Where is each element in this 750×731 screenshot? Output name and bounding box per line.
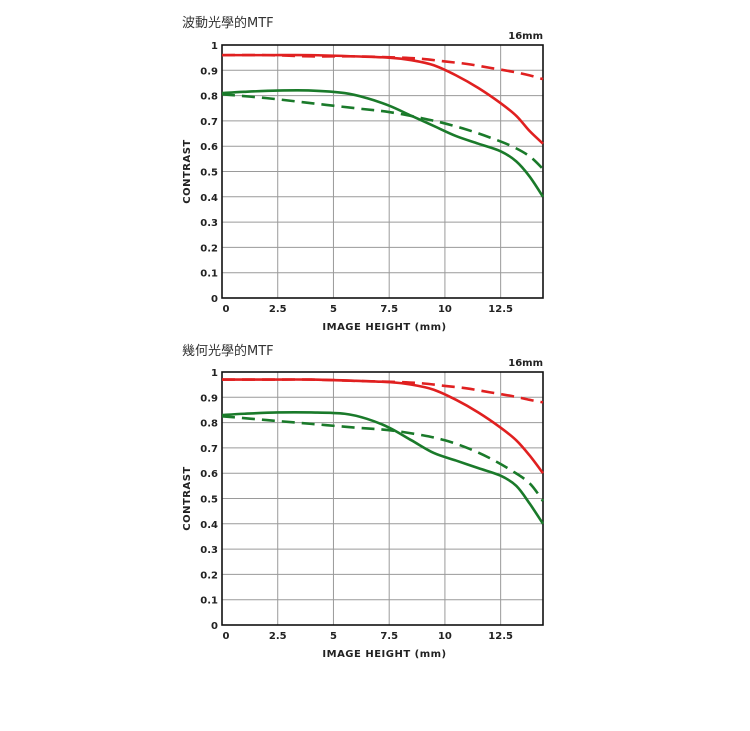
y-tick-label: 0.4 bbox=[200, 193, 218, 204]
x-tick-label: 7.5 bbox=[380, 631, 398, 642]
y-tick-label: 1 bbox=[211, 368, 218, 379]
x-tick-label: 10 bbox=[438, 631, 452, 642]
series-line-dashed bbox=[221, 378, 544, 404]
x-tick-label: 2.5 bbox=[269, 631, 287, 642]
y-axis-title: CONTRAST bbox=[182, 139, 193, 204]
x-tick-label: 2.5 bbox=[269, 304, 287, 315]
plot-frame bbox=[221, 371, 544, 626]
x-tick-label: 7.5 bbox=[380, 304, 398, 315]
y-tick-label: 0.2 bbox=[200, 570, 218, 581]
series-line-solid bbox=[221, 411, 545, 525]
y-tick-label: 0.9 bbox=[200, 393, 218, 404]
y-tick-label: 1 bbox=[211, 41, 218, 52]
mtf-chart-geometric-optics: 幾何光學的MTF 0 0.1 0.2 0.3 0.4 0.5 0.6 0.7 0.8 0.9 1 0 2… bbox=[0, 330, 750, 670]
y-tick-label: 0.3 bbox=[200, 545, 218, 556]
chart-title: 幾何光學的MTF bbox=[182, 344, 274, 359]
x-tick-label: 0 bbox=[223, 631, 230, 642]
y-tick-label: 0.2 bbox=[200, 243, 218, 254]
x-tick-label: 12.5 bbox=[488, 631, 513, 642]
y-tick-label: 0.5 bbox=[200, 168, 218, 179]
mtf-chart-wave-optics: 波動光學的MTF 0 0.1 0.2 0.3 0.4 0.5 0.6 0.7 0.8 0.9 1 0 2… bbox=[0, 0, 750, 340]
y-tick-label: 0 bbox=[211, 294, 218, 305]
y-tick-label: 0.7 bbox=[200, 444, 218, 455]
x-tick-label: 12.5 bbox=[488, 304, 513, 315]
x-axis-title: IMAGE HEIGHT (mm) bbox=[322, 322, 446, 333]
y-tick-label: 0.9 bbox=[200, 66, 218, 77]
y-tick-label: 0 bbox=[211, 621, 218, 632]
y-tick-label: 0.1 bbox=[200, 269, 218, 280]
plot-frame bbox=[221, 44, 544, 299]
x-tick-label: 5 bbox=[330, 631, 337, 642]
y-tick-label: 0.6 bbox=[200, 469, 218, 480]
y-tick-label: 0.4 bbox=[200, 520, 218, 531]
series-line-solid bbox=[221, 88, 545, 198]
x-tick-label: 10 bbox=[438, 304, 452, 315]
series-line-solid bbox=[221, 378, 545, 474]
y-tick-label: 0.3 bbox=[200, 218, 218, 229]
series-line-dashed bbox=[221, 414, 545, 502]
y-tick-label: 0.1 bbox=[200, 596, 218, 607]
y-tick-label: 0.8 bbox=[200, 419, 218, 430]
chart-svg: 00.10.20.30.40.50.60.70.80.910 2.5 5 7.5 10 1… bbox=[182, 31, 545, 333]
chart-title: 波動光學的MTF bbox=[182, 16, 274, 31]
y-tick-label: 0.7 bbox=[200, 117, 218, 128]
y-tick-label: 0.8 bbox=[200, 92, 218, 103]
y-tick-label: 0.5 bbox=[200, 495, 218, 506]
series-line-dashed bbox=[221, 93, 544, 170]
x-axis-title: IMAGE HEIGHT (mm) bbox=[322, 649, 446, 660]
y-tick-label: 0.6 bbox=[200, 142, 218, 153]
chart-svg: 00.10.20.30.40.50.60.70.80.910 2.5 5 7.5 10 1… bbox=[182, 358, 545, 660]
y-axis-title: CONTRAST bbox=[182, 466, 193, 531]
x-tick-label: 0 bbox=[223, 304, 230, 315]
series-line-dashed bbox=[221, 53, 544, 81]
x-tick-label: 5 bbox=[330, 304, 337, 315]
focal-length-label: 16mm bbox=[508, 31, 543, 42]
focal-length-label: 16mm bbox=[508, 358, 543, 369]
